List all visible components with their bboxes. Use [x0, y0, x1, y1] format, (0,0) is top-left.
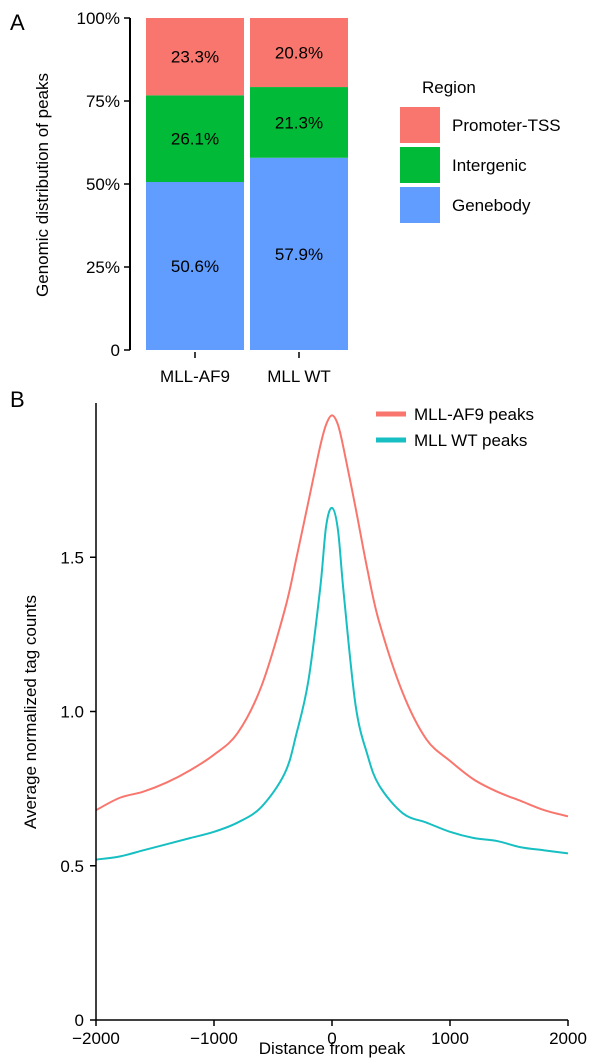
- x-ticks-b: −2000 −1000 0 1000 2000: [72, 1020, 587, 1048]
- legend-label-mll-af9-peaks: MLL-AF9 peaks: [414, 405, 534, 424]
- bar-mll-af9-genebody: [146, 182, 244, 350]
- legend-label-intergenic: Intergenic: [452, 156, 527, 175]
- bar-mll-wt-promoter-tss: [250, 18, 348, 88]
- y-tick-label-b: 0.5: [60, 857, 84, 876]
- y-ticks-a: 0 25% 50% 75% 100%: [77, 9, 130, 360]
- x-ticks-a: MLL-AF9 MLL WT: [160, 352, 331, 386]
- legend-swatch-genebody: [400, 187, 440, 223]
- x-tick-label-b: 0: [327, 1029, 336, 1048]
- bar-mll-wt-intergenic: [250, 87, 348, 158]
- data-label-mll-af9-genebody: 50.6%: [171, 257, 219, 276]
- y-tick-label-b: 1.0: [60, 703, 84, 722]
- y-ticks-b: 0 0.5 1.0 1.5: [60, 548, 96, 1030]
- bar-mll-wt-genebody: [250, 157, 348, 350]
- data-label-mll-wt-promoter-tss: 20.8%: [275, 44, 323, 63]
- bar-mll-af9-intergenic: [146, 95, 244, 183]
- data-label-mll-af9-promoter-tss: 23.3%: [171, 48, 219, 67]
- data-label-mll-wt-intergenic: 21.3%: [275, 113, 323, 132]
- y-tick-label-a: 75%: [86, 92, 120, 111]
- legend-label-mll-wt-peaks: MLL WT peaks: [414, 431, 527, 450]
- data-label-mll-af9-intergenic: 26.1%: [171, 130, 219, 149]
- y-tick-label-a: 25%: [86, 258, 120, 277]
- x-tick-label-mll-wt: MLL WT: [267, 367, 331, 386]
- y-tick-label-b: 1.5: [60, 548, 84, 567]
- legend-title: Region: [422, 78, 476, 97]
- stacked-bar-chart: 50.6% 26.1% 23.3% 57.9% 21.3% 20.8% 0 25% 50% 75…: [33, 9, 561, 386]
- panel-b-letter: B: [10, 387, 25, 412]
- x-tick-label-b: 2000: [549, 1029, 587, 1048]
- line-chart: 0 0.5 1.0 1.5 −2000 −1000 0 1000 2000 Average n…: [21, 403, 587, 1058]
- bar-mll-af9-promoter-tss: [146, 18, 244, 96]
- y-axis-title-a: Genomic distribution of peaks: [33, 73, 52, 297]
- series-line-mll-wt-peaks: [95, 506, 569, 861]
- series-lines: [95, 414, 569, 861]
- data-label-mll-wt-genebody: 57.9%: [275, 245, 323, 264]
- x-tick-label-mll-af9: MLL-AF9: [160, 367, 230, 386]
- y-axis-title-b: Average normalized tag counts: [21, 595, 40, 829]
- y-tick-label-a: 0: [111, 341, 120, 360]
- legend-label-promoter-tss: Promoter-TSS: [452, 116, 561, 135]
- x-tick-label-b: 1000: [431, 1029, 469, 1048]
- legend-a: Region Promoter-TSS Intergenic Genebody: [400, 78, 561, 223]
- legend-b: MLL-AF9 peaks MLL WT peaks: [376, 405, 534, 450]
- x-tick-label-b: −2000: [72, 1029, 120, 1048]
- segment-labels: 50.6% 26.1% 23.3% 57.9% 21.3% 20.8%: [171, 44, 323, 276]
- panel-a-letter: A: [10, 10, 25, 35]
- legend-label-genebody: Genebody: [452, 196, 531, 215]
- legend-swatch-intergenic: [400, 147, 440, 183]
- y-tick-label-a: 50%: [86, 175, 120, 194]
- series-line-mll-af9-peaks: [95, 414, 569, 818]
- y-tick-label-a: 100%: [77, 9, 120, 28]
- x-tick-label-b: −1000: [190, 1029, 238, 1048]
- bar-segments: [146, 18, 348, 350]
- legend-swatch-promoter-tss: [400, 107, 440, 143]
- y-tick-label-b: 0: [75, 1011, 84, 1030]
- x-axis-title-b: Distance from peak: [259, 1039, 406, 1058]
